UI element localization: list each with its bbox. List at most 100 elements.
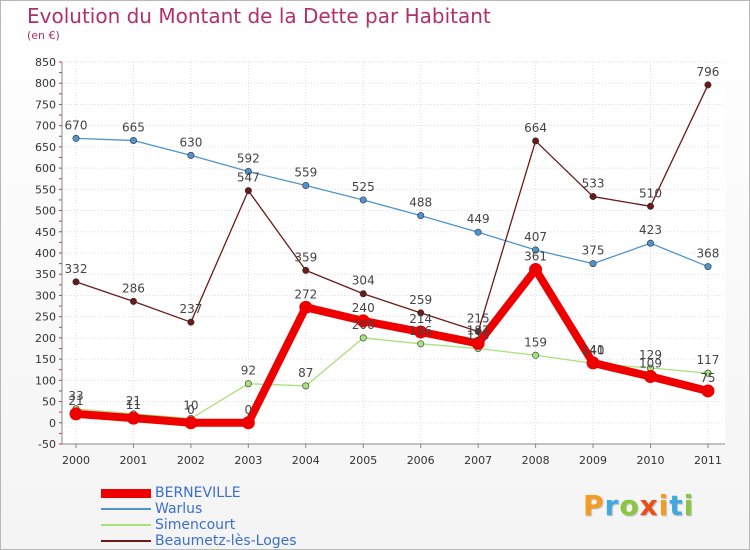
data-label-beaumetz-l-s-loges: 533: [582, 177, 605, 191]
legend-item-warlus: Warlus: [101, 501, 361, 517]
data-label-simencourt: 140: [582, 343, 605, 357]
logo-letter: i: [683, 489, 695, 522]
data-point-warlus: [129, 137, 137, 145]
data-point-beaumetz-l-s-loges: [474, 328, 482, 336]
data-point-simencourt: [532, 351, 540, 359]
data-label-warlus: 407: [524, 230, 547, 244]
y-tick-label: 450: [35, 226, 56, 239]
x-tick-label: 2005: [349, 454, 377, 467]
data-label-simencourt: 117: [696, 353, 719, 367]
x-tick-label: 2010: [637, 454, 665, 467]
y-tick-label: 250: [35, 311, 56, 324]
series-line-berneville: [72, 265, 712, 427]
legend-item-simencourt: Simencourt: [101, 517, 361, 533]
chart-title: Evolution du Montant de la Dette par Hab…: [27, 4, 491, 28]
y-tick-label: 850: [35, 56, 56, 69]
data-label-berneville: 0: [245, 403, 253, 417]
legend-swatch-simencourt: [101, 524, 151, 526]
data-point-beaumetz-l-s-loges: [302, 266, 310, 274]
data-label-simencourt: 10: [183, 399, 198, 413]
data-label-beaumetz-l-s-loges: 332: [65, 262, 88, 276]
y-tick-label: -50: [38, 438, 56, 451]
data-label-warlus: 559: [294, 166, 317, 180]
data-point-beaumetz-l-s-loges: [417, 309, 425, 317]
data-point-simencourt: [359, 334, 367, 342]
data-point-berneville: [126, 411, 140, 425]
data-label-simencourt: 33: [68, 389, 83, 403]
data-label-warlus: 592: [237, 152, 260, 166]
y-tick-label: 500: [35, 205, 56, 218]
data-label-beaumetz-l-s-loges: 547: [237, 171, 260, 185]
logo-letter: x: [639, 489, 659, 522]
legend-label: Beaumetz-lès-Loges: [155, 533, 297, 549]
x-tick-label: 2007: [464, 454, 492, 467]
data-point-beaumetz-l-s-loges: [72, 278, 80, 286]
data-label-beaumetz-l-s-loges: 359: [294, 250, 317, 264]
data-label-warlus: 368: [696, 247, 719, 261]
data-label-beaumetz-l-s-loges: 664: [524, 121, 547, 135]
data-label-warlus: 423: [639, 223, 662, 237]
y-tick-label: 700: [35, 120, 56, 133]
data-point-simencourt: [704, 369, 712, 377]
data-label-berneville: 240: [352, 301, 375, 315]
data-label-berneville: 214: [409, 312, 432, 326]
data-label-warlus: 449: [467, 212, 490, 226]
logo-letter: r: [604, 489, 620, 522]
data-point-berneville: [356, 314, 370, 328]
x-tick-label: 2009: [579, 454, 607, 467]
data-label-beaumetz-l-s-loges: 237: [179, 302, 202, 316]
data-point-warlus: [359, 196, 367, 204]
data-label-warlus: 630: [179, 135, 202, 149]
data-label-simencourt: 21: [126, 394, 141, 408]
legend-item-berneville: BERNEVILLE: [101, 485, 361, 501]
x-tick-label: 2000: [62, 454, 90, 467]
data-point-beaumetz-l-s-loges: [187, 318, 195, 326]
logo-letter: t: [669, 489, 684, 522]
data-point-berneville: [586, 356, 600, 370]
data-point-berneville: [701, 384, 715, 398]
data-point-berneville: [414, 325, 428, 339]
data-point-beaumetz-l-s-loges: [359, 290, 367, 298]
data-point-beaumetz-l-s-loges: [532, 137, 540, 145]
data-point-beaumetz-l-s-loges: [646, 202, 654, 210]
data-point-warlus: [187, 151, 195, 159]
data-point-warlus: [589, 260, 597, 268]
data-label-simencourt: 200: [352, 318, 375, 332]
logo-letter: P: [583, 489, 605, 522]
data-label-warlus: 525: [352, 180, 375, 194]
data-label-beaumetz-l-s-loges: 286: [122, 281, 145, 295]
data-point-berneville: [529, 263, 543, 277]
x-tick-label: 2006: [407, 454, 435, 467]
data-point-warlus: [474, 228, 482, 236]
data-point-beaumetz-l-s-loges: [589, 193, 597, 201]
data-point-berneville: [299, 300, 313, 314]
proxiti-logo: Proxiti: [583, 489, 694, 522]
data-point-simencourt: [244, 380, 252, 388]
x-tick-label: 2003: [234, 454, 262, 467]
data-label-beaumetz-l-s-loges: 215: [467, 312, 490, 326]
y-tick-label: 400: [35, 247, 56, 260]
data-point-berneville: [69, 407, 83, 421]
x-tick-label: 2004: [292, 454, 320, 467]
series-line-warlus: [75, 137, 709, 268]
axis-layer: -500501001502002503003504004505005506006…: [35, 56, 725, 467]
x-tick-label: 2002: [177, 454, 205, 467]
data-point-warlus: [72, 134, 80, 142]
data-label-warlus: 670: [65, 118, 88, 132]
legend-label: BERNEVILLE: [155, 485, 241, 501]
data-label-warlus: 665: [122, 121, 145, 135]
data-point-warlus: [646, 239, 654, 247]
data-point-berneville: [644, 370, 657, 384]
data-label-berneville: 272: [294, 287, 317, 301]
y-tick-label: 150: [35, 353, 56, 366]
data-label-berneville: 21: [68, 394, 83, 408]
legend-swatch-beaumetz: [101, 540, 151, 542]
data-label-berneville: 141: [582, 343, 605, 357]
legend-label: Warlus: [155, 501, 203, 517]
data-point-warlus: [417, 212, 425, 220]
data-label-berneville: 11: [126, 398, 141, 412]
data-label-berneville: 0: [187, 403, 195, 417]
legend-swatch-berneville: [101, 489, 151, 498]
x-tick-label: 2011: [694, 454, 722, 467]
